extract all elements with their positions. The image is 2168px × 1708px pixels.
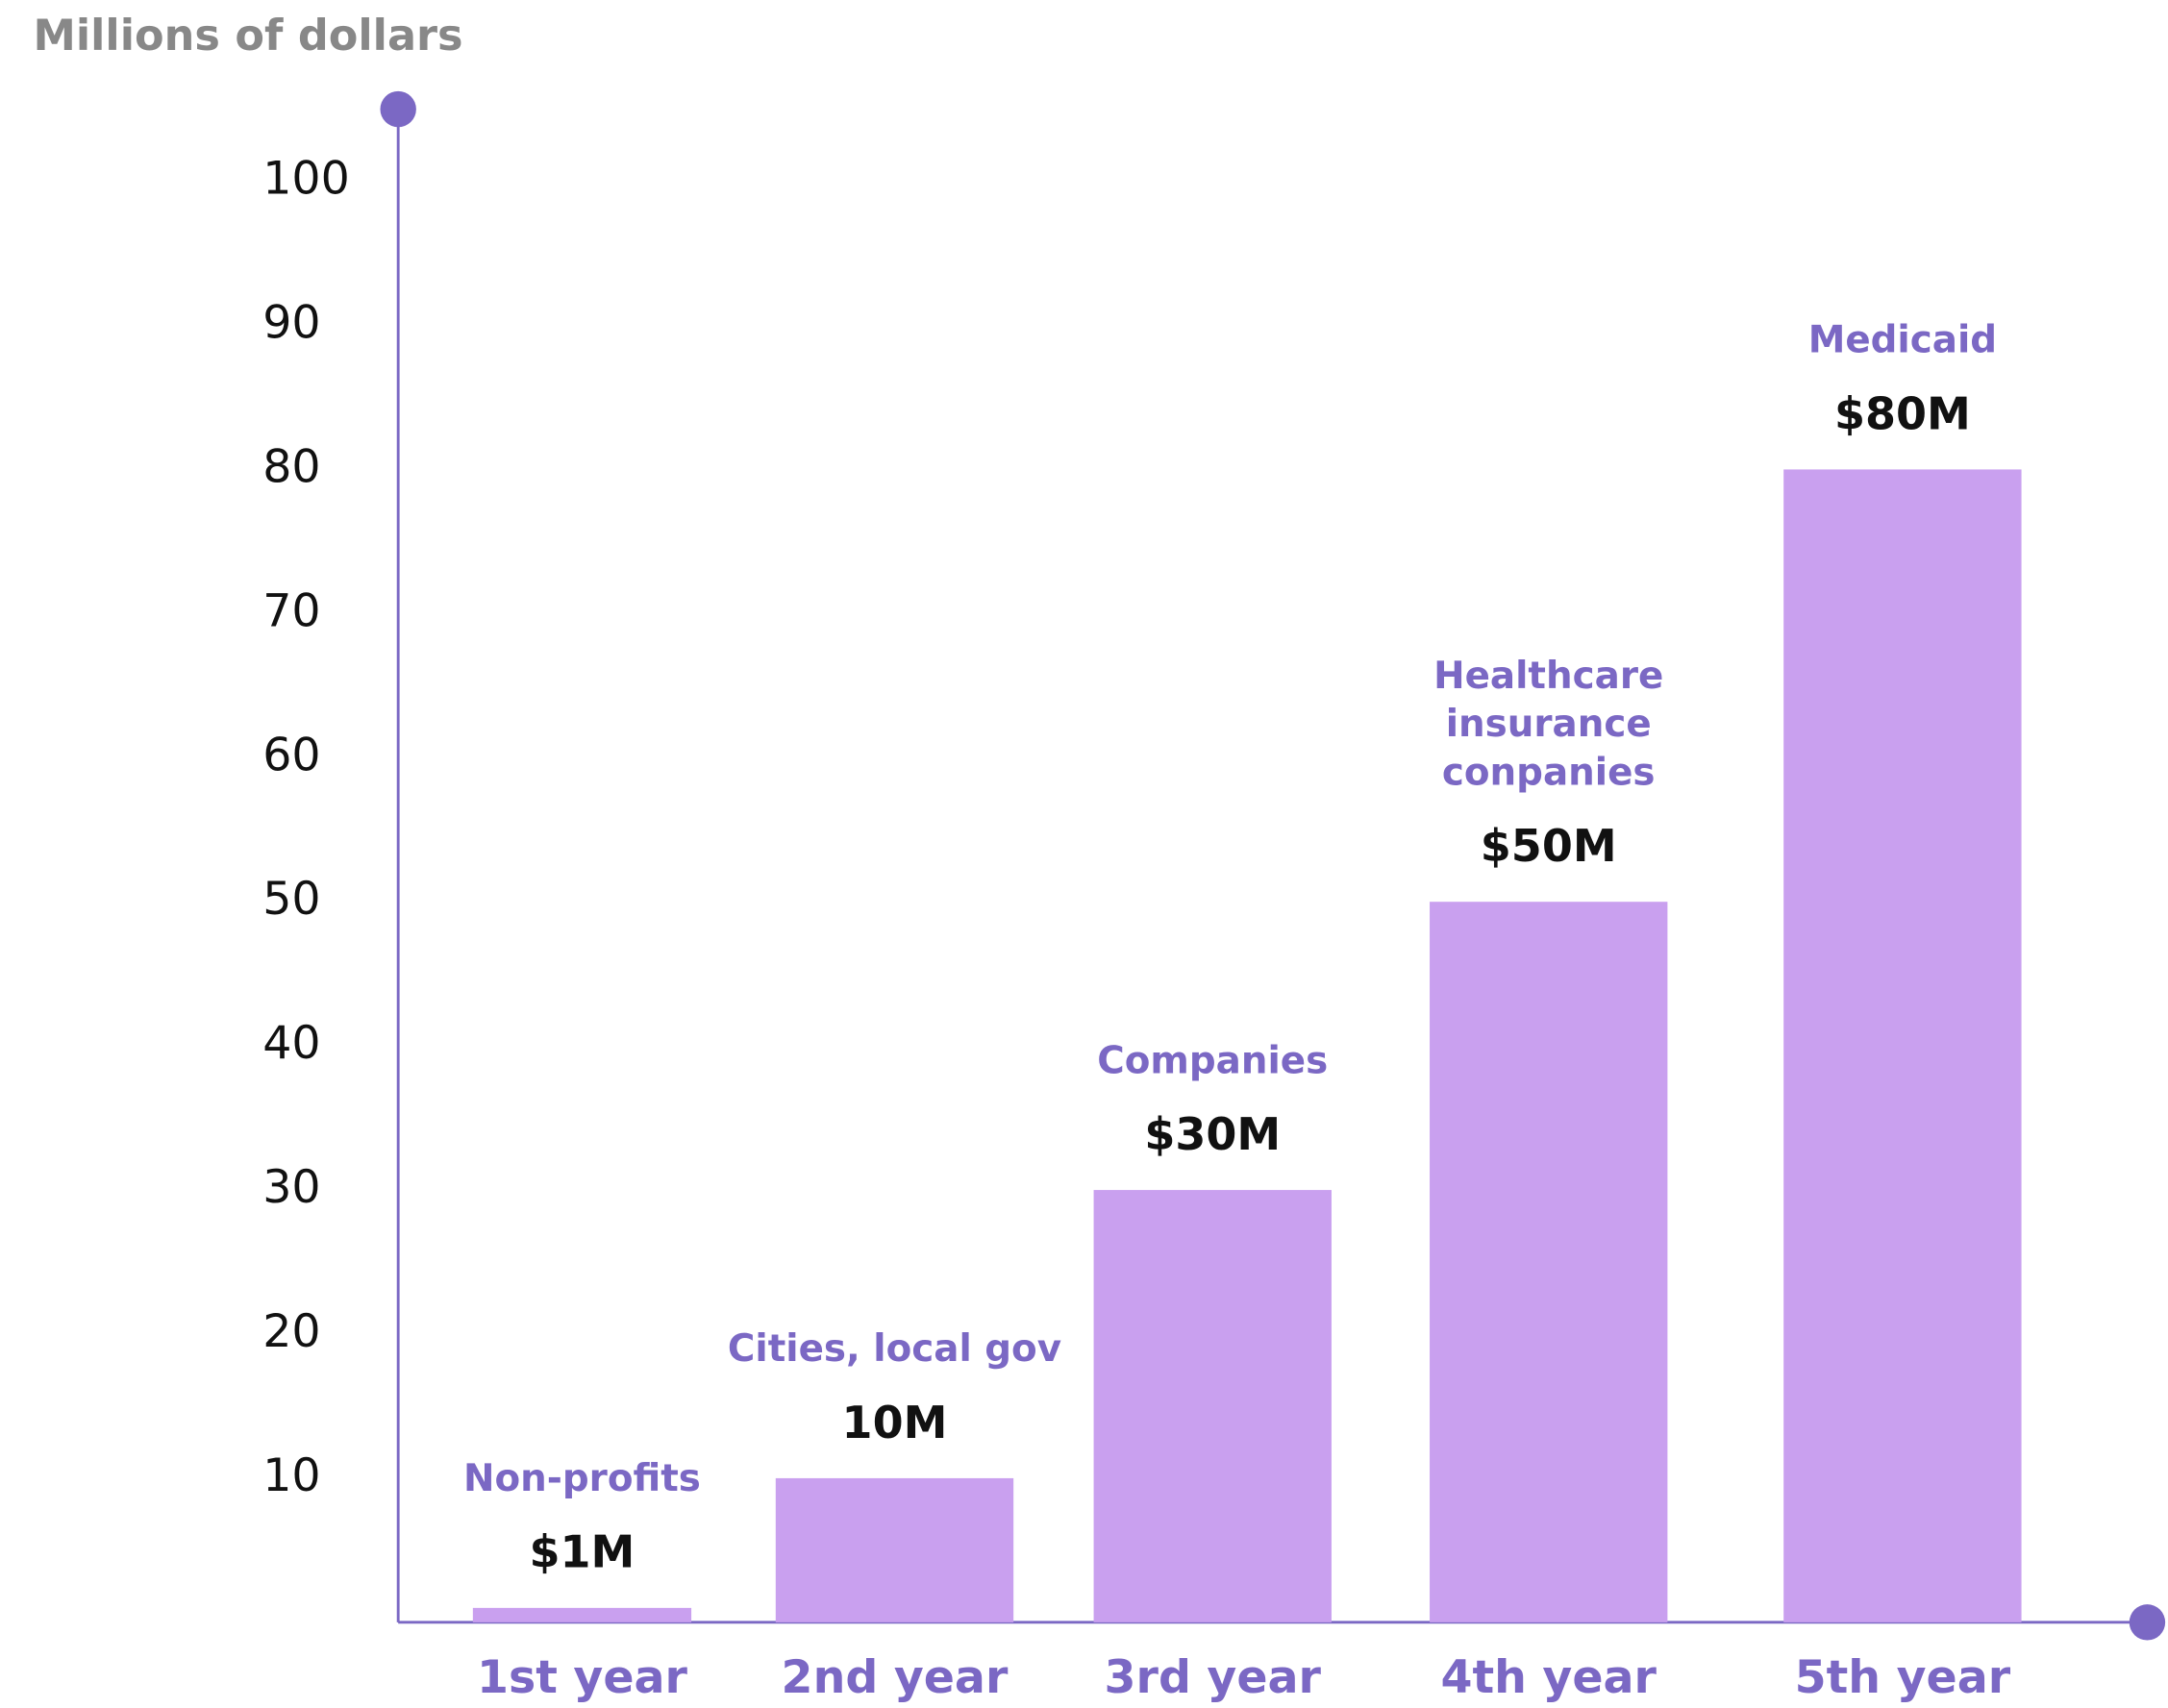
value-label: 10M bbox=[842, 1397, 948, 1448]
annotation: Companies bbox=[1097, 1039, 1328, 1082]
value-label: $1M bbox=[530, 1526, 635, 1578]
y-tick-label: 10 bbox=[262, 1449, 320, 1502]
y-tick-label: 60 bbox=[262, 729, 320, 781]
bar bbox=[1430, 902, 1668, 1622]
x-tick-label: 3rd year bbox=[1105, 1651, 1322, 1704]
value-label: $30M bbox=[1144, 1108, 1281, 1160]
bar bbox=[1783, 469, 2022, 1622]
value-label: $50M bbox=[1481, 820, 1617, 872]
annotation: Medicaid bbox=[1808, 319, 1997, 362]
bar bbox=[472, 1607, 692, 1622]
annotation: conpanies bbox=[1442, 751, 1656, 794]
y-tick-label: 80 bbox=[262, 440, 320, 493]
annotation: insurance bbox=[1446, 703, 1652, 746]
y-tick-label: 20 bbox=[262, 1305, 320, 1358]
y-tick-label: 30 bbox=[262, 1161, 320, 1214]
axis-end-dot bbox=[2129, 1604, 2166, 1641]
y-tick-label: 90 bbox=[262, 296, 320, 349]
y-tick-label: 70 bbox=[262, 584, 320, 637]
x-tick-label: 5th year bbox=[1795, 1651, 2011, 1704]
bar bbox=[775, 1477, 1014, 1622]
y-tick-label: 40 bbox=[262, 1017, 320, 1070]
x-tick-label: 2nd year bbox=[782, 1651, 1009, 1704]
y-tick-label: 50 bbox=[262, 873, 320, 926]
axis-end-dot bbox=[380, 90, 416, 128]
value-label: $80M bbox=[1834, 387, 1971, 439]
annotation: Healthcare bbox=[1433, 655, 1663, 698]
y-tick-label: 100 bbox=[262, 153, 350, 206]
annotation: Non-profits bbox=[463, 1457, 701, 1500]
annotation: Cities, local gov bbox=[728, 1327, 1061, 1371]
bar bbox=[1093, 1190, 1332, 1622]
y-axis-title: Millions of dollars bbox=[34, 11, 463, 61]
x-tick-label: 4th year bbox=[1440, 1651, 1657, 1704]
x-tick-label: 1st year bbox=[477, 1651, 688, 1704]
